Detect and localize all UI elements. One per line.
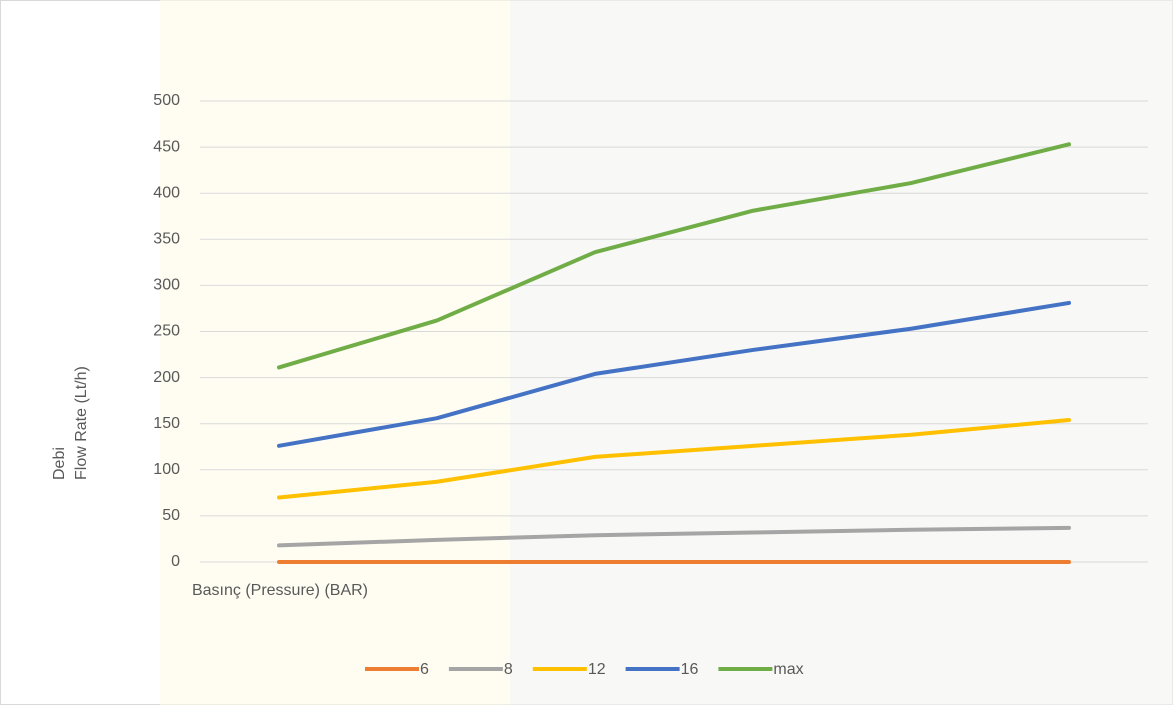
y-tick-label: 450 (153, 138, 180, 155)
y-tick-label: 200 (153, 369, 180, 386)
line-series (277, 418, 1071, 500)
line-series (277, 300, 1071, 448)
legend-label: 12 (588, 661, 606, 678)
y-tick-label: 100 (153, 461, 180, 478)
y-tick-label: 500 (153, 92, 180, 109)
y-tick-label: 150 (153, 415, 180, 432)
y-tick-label: 50 (162, 507, 180, 524)
watermark (510, 0, 1173, 705)
legend-label: 6 (420, 661, 429, 678)
y-tick-label: 350 (153, 231, 180, 248)
y-tick-label: 400 (153, 184, 180, 201)
legend-label: 16 (681, 661, 699, 678)
x-axis-label: Basınç (Pressure) (BAR) (191, 582, 369, 599)
y-axis-label: Flow Rate (Lt/h) (73, 366, 90, 480)
line-series (277, 525, 1071, 548)
y-tick-label: 0 (171, 553, 180, 570)
legend-label: 8 (504, 661, 513, 678)
legend-label: max (773, 661, 803, 678)
y-tick-label: 250 (153, 323, 180, 340)
line-series (277, 142, 1071, 370)
y-tick-label: 300 (153, 277, 180, 294)
y-axis-label: Debi (51, 447, 68, 480)
